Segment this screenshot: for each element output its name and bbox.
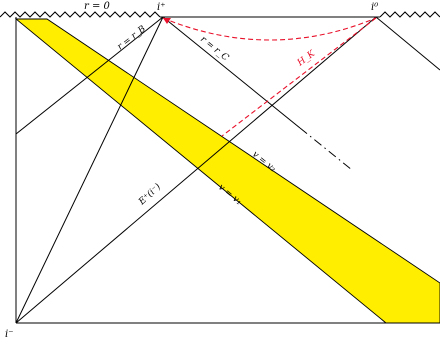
i-plus-label: i⁺ (157, 2, 165, 13)
event-horizon-line (15, 16, 164, 324)
event-horizon-label: E⁺(i⁻) (136, 181, 164, 208)
past-to-i0-line (15, 16, 377, 324)
r-rb-label: r = r_B (116, 24, 148, 52)
hk-upper-curve (162, 17, 377, 41)
hk-label: H_K (295, 48, 318, 69)
r-rc-line (162, 16, 301, 129)
i-minus-label: i⁻ (5, 329, 13, 340)
singularity-label: r = 0 (84, 1, 111, 12)
i0-right-line (375, 16, 440, 71)
hk-lower-line (221, 17, 377, 137)
hk-arrowhead (163, 18, 171, 24)
singularity-zigzag-left (0, 11, 161, 18)
i-zero-label: i⁰ (371, 2, 378, 13)
infalling-shell-band (14, 18, 440, 324)
r-rb-line (15, 16, 164, 135)
r-rc-dashdot (299, 127, 353, 171)
singularity-zigzag-right (379, 11, 440, 18)
